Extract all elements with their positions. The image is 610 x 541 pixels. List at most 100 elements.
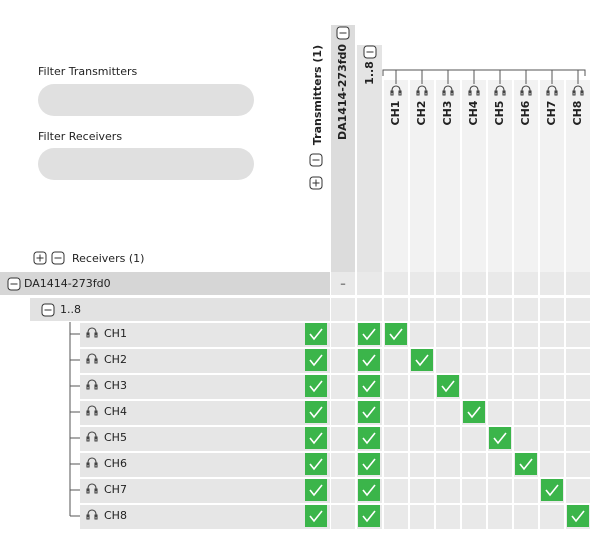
route-check[interactable] xyxy=(305,453,327,475)
matrix-cell xyxy=(331,401,355,425)
matrix-cell xyxy=(331,349,355,373)
check-box xyxy=(358,479,380,501)
filter-input[interactable] xyxy=(38,84,254,116)
matrix-cell xyxy=(540,505,564,529)
check-box xyxy=(541,479,563,501)
collapse-button[interactable] xyxy=(7,277,21,291)
route-check[interactable] xyxy=(305,323,327,345)
check-mark xyxy=(309,484,323,497)
group-bracket xyxy=(382,69,586,76)
matrix-cell xyxy=(410,375,434,399)
tx-channel-column xyxy=(566,80,590,272)
tx-channel-column xyxy=(540,80,564,272)
check-box xyxy=(305,349,327,371)
matrix-cell xyxy=(436,272,460,295)
route-check[interactable] xyxy=(463,401,485,423)
rx-channel-row xyxy=(80,479,330,503)
route-check[interactable] xyxy=(437,375,459,397)
tx-channel-column xyxy=(436,80,460,272)
route-check[interactable] xyxy=(358,427,380,449)
route-check[interactable] xyxy=(358,505,380,527)
matrix-cell xyxy=(410,505,434,529)
route-check[interactable] xyxy=(358,453,380,475)
tx-channel: CH3 xyxy=(441,101,454,126)
matrix-cell xyxy=(410,323,434,347)
rx-channel-row xyxy=(80,401,330,425)
route-check[interactable] xyxy=(358,479,380,501)
matrix-cell xyxy=(488,453,512,477)
matrix-cell xyxy=(540,298,564,321)
check-mark xyxy=(309,380,323,393)
route-check[interactable] xyxy=(567,505,589,527)
expand-button[interactable] xyxy=(33,251,47,265)
route-check[interactable] xyxy=(305,349,327,371)
route-check[interactable] xyxy=(489,427,511,449)
check-box xyxy=(358,401,380,423)
matrix-cell xyxy=(488,272,512,295)
matrix-cell xyxy=(540,272,564,295)
route-check[interactable] xyxy=(358,401,380,423)
matrix-cell xyxy=(566,349,590,373)
matrix-cell xyxy=(566,427,590,451)
check-box xyxy=(567,505,589,527)
headphone-icon xyxy=(86,379,98,390)
collapse-button[interactable] xyxy=(41,303,55,317)
matrix-cell xyxy=(462,323,486,347)
headphone-icon xyxy=(416,85,428,96)
matrix-cell xyxy=(384,505,408,529)
check-mark xyxy=(362,380,376,393)
matrix-cell xyxy=(462,427,486,451)
headphone-icon xyxy=(442,85,454,96)
route-check[interactable] xyxy=(305,505,327,527)
matrix-cell xyxy=(514,427,538,451)
matrix-cell xyxy=(488,479,512,503)
matrix-cell xyxy=(436,401,460,425)
headphone-icon xyxy=(572,85,584,96)
route-check[interactable] xyxy=(385,323,407,345)
collapse-button[interactable] xyxy=(309,153,323,167)
headphone-icon xyxy=(86,509,98,520)
matrix-cell xyxy=(488,323,512,347)
check-box xyxy=(305,479,327,501)
route-check[interactable] xyxy=(541,479,563,501)
route-check[interactable] xyxy=(515,453,537,475)
route-check[interactable] xyxy=(305,401,327,423)
check-box xyxy=(358,323,380,345)
route-check[interactable] xyxy=(305,427,327,449)
route-check[interactable] xyxy=(358,323,380,345)
tx-channel: CH1 xyxy=(389,101,402,126)
check-mark xyxy=(415,354,429,367)
route-check[interactable] xyxy=(411,349,433,371)
collapse-button[interactable] xyxy=(363,45,377,59)
matrix-cell xyxy=(514,349,538,373)
matrix-cell xyxy=(436,505,460,529)
tx-channel-column xyxy=(488,80,512,272)
route-check[interactable] xyxy=(305,479,327,501)
check-box xyxy=(515,453,537,475)
headphone-icon xyxy=(86,353,98,364)
collapse-button[interactable] xyxy=(51,251,65,265)
filter-input[interactable] xyxy=(38,148,254,180)
rx-channel: CH7 xyxy=(104,483,127,496)
rx-channel-row xyxy=(80,375,330,399)
matrix-cell xyxy=(462,298,486,321)
matrix-cell xyxy=(540,349,564,373)
matrix-cell xyxy=(514,272,538,295)
matrix-cell xyxy=(488,401,512,425)
check-box xyxy=(358,375,380,397)
check-box xyxy=(411,349,433,371)
matrix-cell xyxy=(514,323,538,347)
expand-button[interactable] xyxy=(309,176,323,190)
matrix-cell xyxy=(384,272,408,295)
check-box xyxy=(358,349,380,371)
headphone-icon xyxy=(86,457,98,468)
rx-channel: CH5 xyxy=(104,431,127,444)
check-mark xyxy=(309,458,323,471)
route-check[interactable] xyxy=(358,349,380,371)
matrix-cell xyxy=(410,401,434,425)
check-box xyxy=(305,401,327,423)
route-check[interactable] xyxy=(358,375,380,397)
matrix-cell xyxy=(462,272,486,295)
collapse-button[interactable] xyxy=(336,26,350,40)
route-check[interactable] xyxy=(305,375,327,397)
